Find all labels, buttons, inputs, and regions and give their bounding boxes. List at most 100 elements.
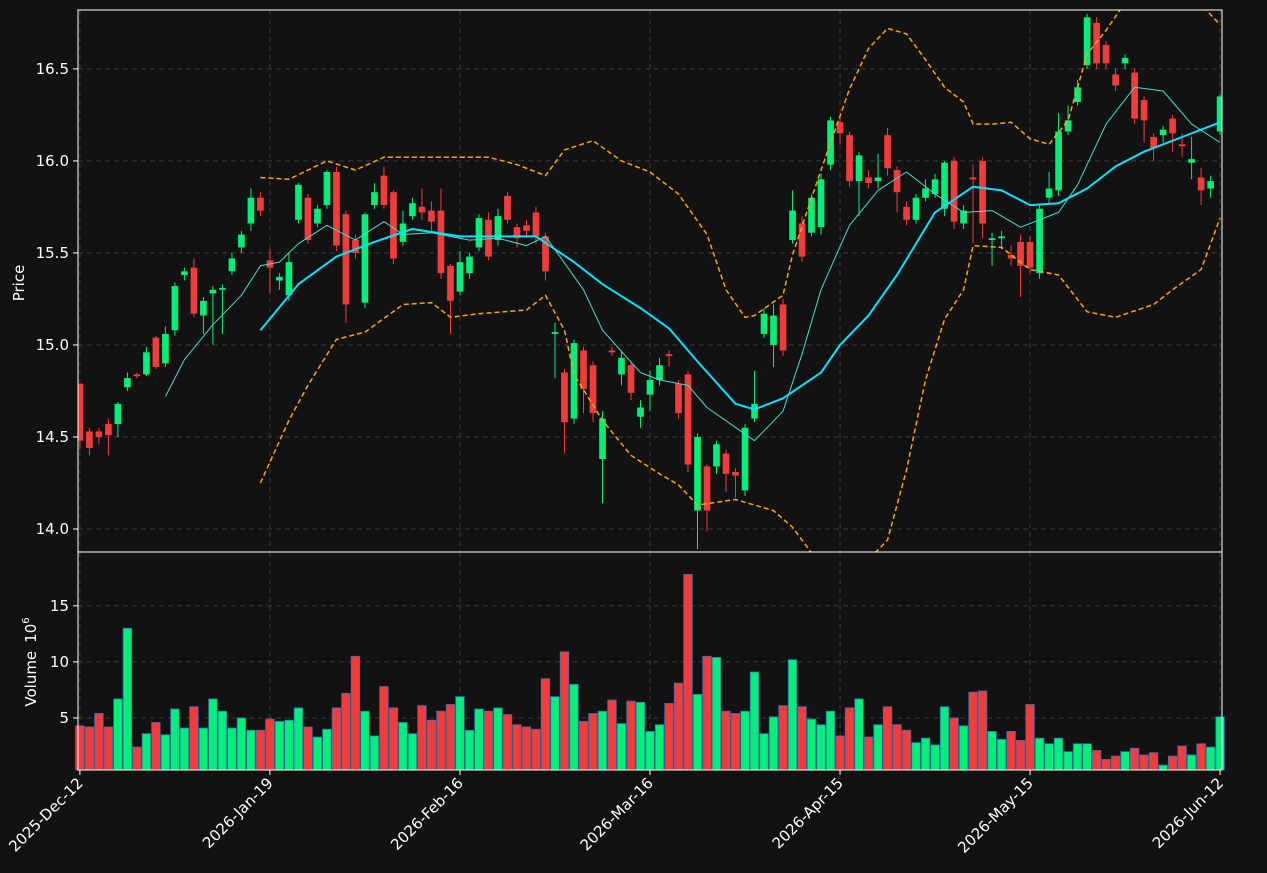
candle-body [570,343,578,419]
candle-body [314,208,321,224]
candle-body [1169,118,1176,134]
candle-body [551,332,559,334]
candle-body [209,289,217,294]
volume-bar [873,724,883,771]
candle-body [855,155,863,182]
candle-body [779,304,787,351]
volume-bar [236,717,247,771]
volume-bar [502,714,513,771]
volume-bar [521,726,532,771]
volume-bar [122,627,133,771]
volume-bar [1006,731,1016,771]
candle-body [1140,100,1148,121]
candle-body [684,374,692,465]
candle-body [114,403,122,425]
volume-bar [1215,716,1225,771]
candle-body [846,135,853,182]
volume-bar [968,691,978,771]
candle-body [247,197,255,224]
candle-body [998,236,1005,239]
candle-body [390,192,397,259]
candle-body [893,170,901,193]
volume-bar [474,708,484,771]
volume-bar [559,651,570,771]
volume-bar [1129,747,1140,771]
volume-bar [901,729,912,771]
candle-body [456,262,464,292]
candle-body [504,195,511,220]
volume-bar [198,727,209,771]
volume-bar [512,724,522,771]
candle-body [656,365,663,380]
candle-layer [78,13,1222,550]
volume-bar [702,655,712,771]
y-tick-label: 14.0 [36,520,69,538]
volume-bar [483,710,494,771]
candle-body [1159,129,1167,136]
volume-bar [1205,746,1216,771]
volume-bar [75,725,85,771]
volume-bar [398,722,408,771]
candle-body [751,403,758,419]
candle-body [665,354,673,356]
volume-bar [721,710,731,771]
candle-body [798,223,806,257]
volume-bar [407,733,418,771]
volume-bar [1158,764,1168,771]
volume-unit-power: 6 [21,617,32,623]
candle-body [646,379,654,395]
candle-body [542,236,549,272]
candle-body [200,300,207,316]
volume-bar [531,728,541,771]
volume-bar [588,713,598,771]
candle-body [1055,131,1062,191]
candle-body [589,365,597,414]
volume-unit-base: 10 [22,624,40,643]
candle-body [1064,120,1072,132]
candle-body [922,188,929,198]
candle-body [295,184,302,220]
volume-bar [274,720,285,771]
candle-body [1150,136,1157,149]
volume-bar [1120,751,1130,771]
candle-body [380,175,388,206]
volume-bar [227,727,237,771]
candle-body [817,179,825,228]
candle-body [238,234,245,248]
y-axis-label: Price [10,265,28,302]
volume-bar [331,707,342,771]
candle-body [713,444,720,467]
candle-body [903,206,910,220]
candle-body [304,197,312,241]
candle-body [124,378,131,388]
volume-bar [740,710,750,771]
volume-bar [1034,737,1045,771]
volume-bar [217,710,228,771]
candle-body [1178,144,1186,147]
volume-bar [132,746,142,771]
volume-bar [379,686,389,771]
candle-body [979,160,986,224]
candle-body [969,177,977,180]
candle-body [912,197,920,220]
candle-body [162,333,169,364]
volume-bar [958,725,969,771]
volume-bar [1053,737,1064,771]
volume-bar [1186,754,1197,771]
volume-bar [816,724,826,771]
candle-body [1017,241,1024,266]
candle-body [361,214,369,303]
candle-body [494,216,502,241]
volume-bar [768,716,779,771]
volume-bar [113,698,123,771]
candle-body [342,214,350,305]
volume-bar [683,574,693,771]
volume-bar [939,706,950,771]
candle-body [523,225,530,231]
candle-body [637,407,644,417]
volume-bar [189,706,199,771]
candle-body [86,431,93,449]
candle-body [371,192,378,206]
candle-body [190,267,198,314]
